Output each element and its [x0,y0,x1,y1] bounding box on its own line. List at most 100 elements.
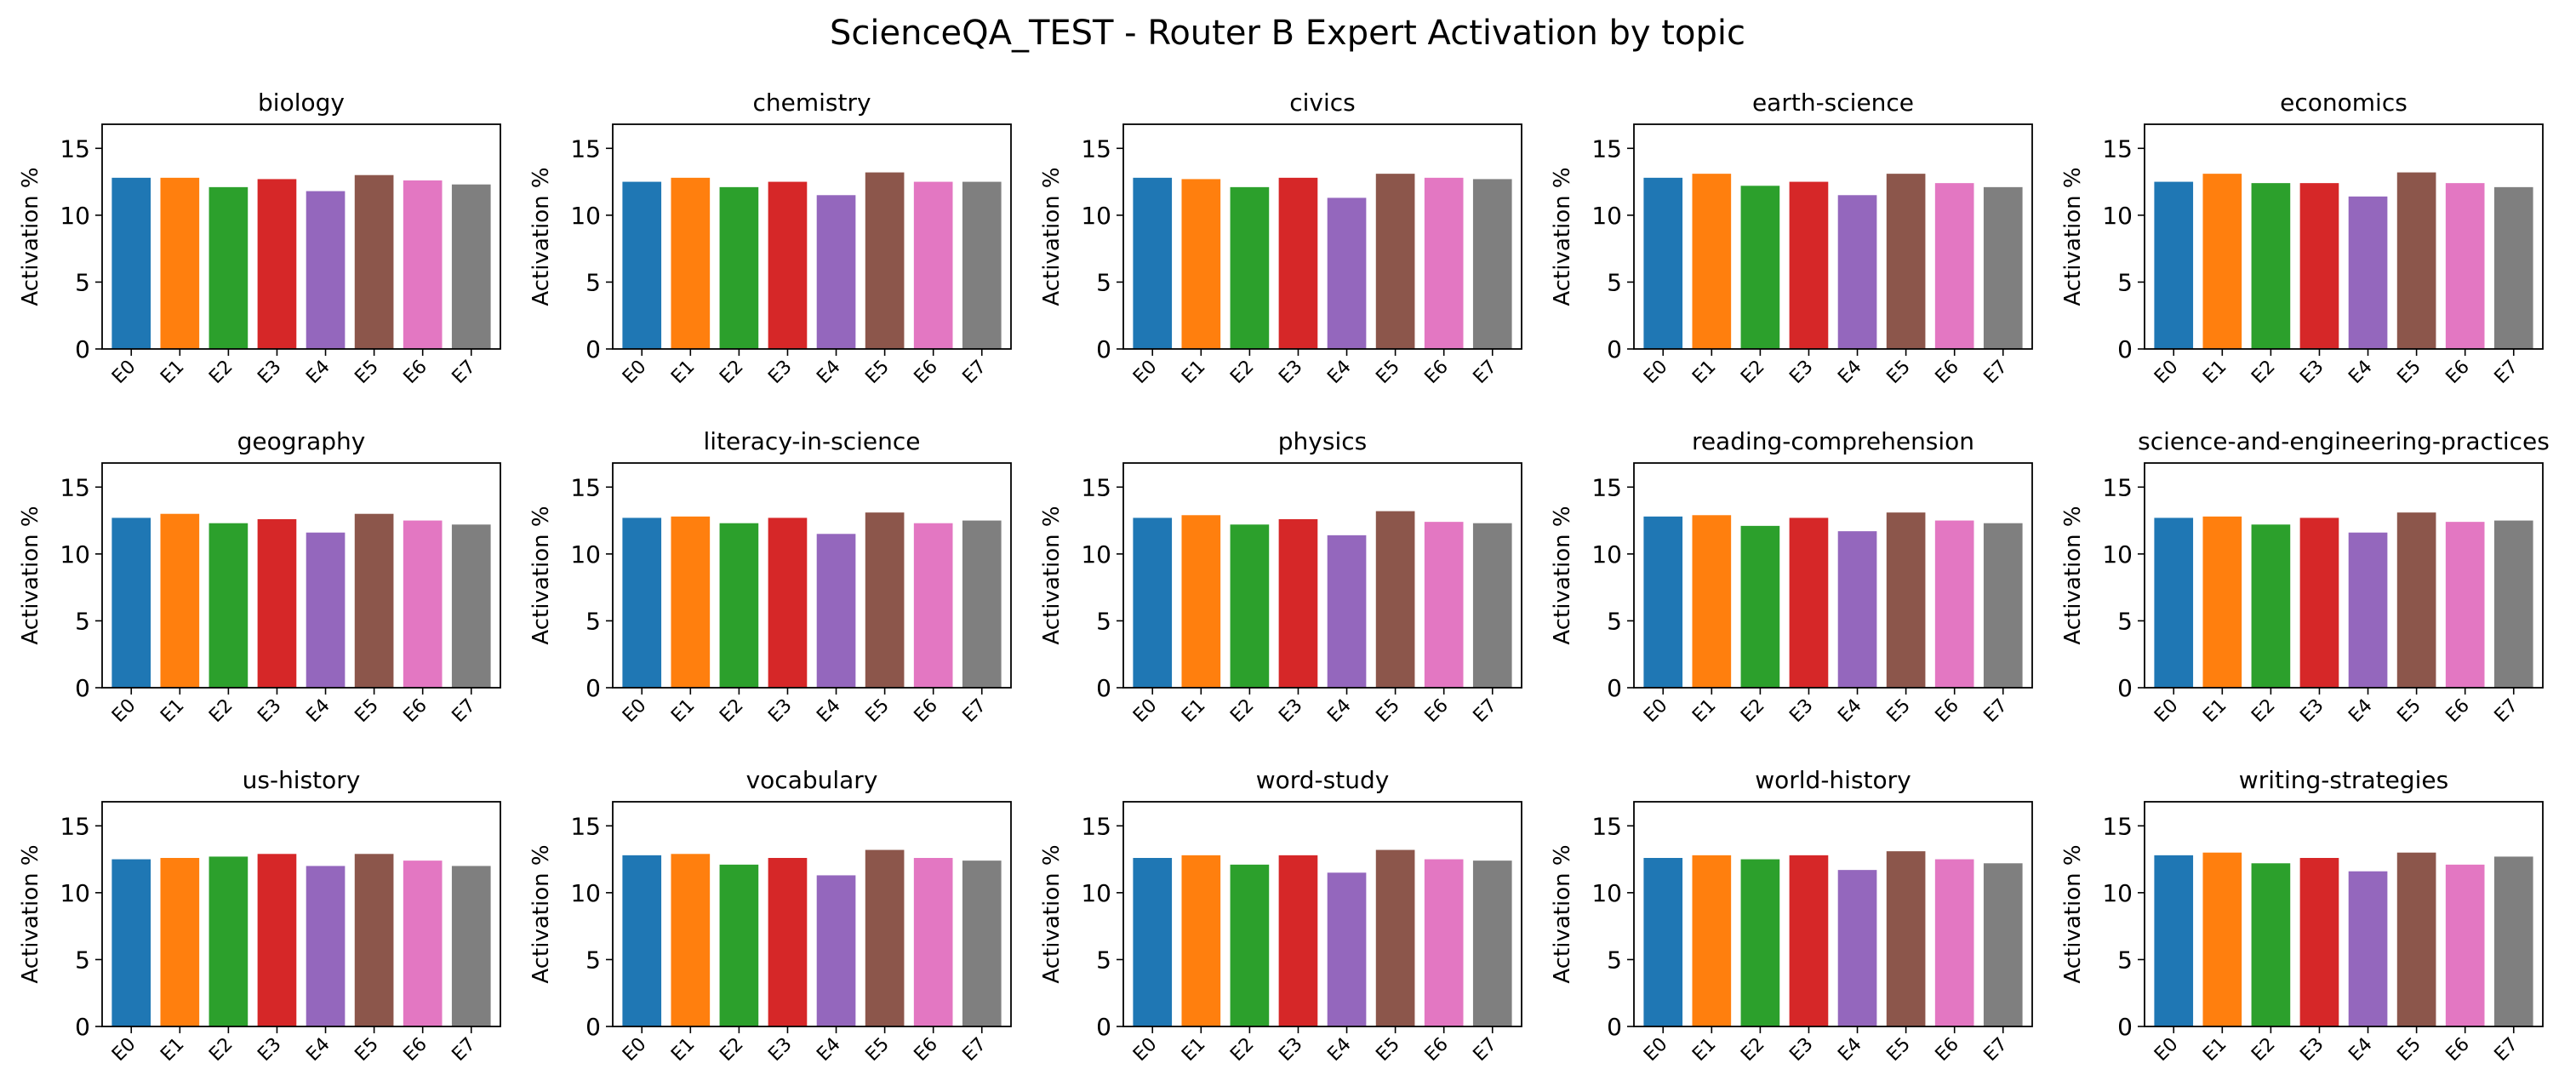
y-axis-label: Activation % [1550,167,1575,306]
bar-E3 [2299,517,2339,688]
subplot-title: literacy-in-science [704,427,921,455]
subplot-title: economics [2280,89,2408,117]
y-tick-label: 10 [1591,540,1622,569]
bar-E5 [1375,174,1415,349]
bar-E5 [2396,512,2436,688]
subplot-title: chemistry [752,89,871,117]
bar-E0 [1643,516,1683,688]
bar-E6 [1934,520,1974,688]
bar-E0 [111,517,151,688]
bar-E6 [913,181,953,349]
bar-E2 [1740,186,1780,349]
bar-E6 [913,523,953,688]
bar-E1 [1692,855,1732,1026]
bar-E4 [1327,872,1367,1026]
bar-E5 [1375,849,1415,1026]
bar-E3 [1278,519,1318,688]
axes-frame [2144,801,2544,1027]
bar-E7 [962,860,1002,1026]
bar-E2 [1740,859,1780,1026]
subplot-title: writing-strategies [2239,766,2448,794]
bar-E2 [719,523,759,688]
y-tick-label: 5 [585,268,601,296]
y-tick-label: 0 [1096,335,1111,363]
bar-E1 [2202,516,2242,688]
bar-E0 [111,177,151,349]
y-axis-label: Activation % [1550,844,1575,983]
bar-E4 [306,191,346,349]
bar-E6 [403,520,443,688]
bar-E1 [671,516,711,688]
bar-E0 [622,855,662,1026]
bar-E3 [768,858,808,1026]
y-axis-label: Activation % [18,167,43,306]
y-tick-label: 10 [1081,202,1111,230]
bar-E5 [1375,511,1415,688]
bar-E5 [1886,174,1926,349]
y-axis-label: Activation % [1039,167,1065,306]
bar-E4 [816,534,856,688]
figure-title: ScienceQA_TEST - Router B Expert Activat… [830,14,1745,53]
y-tick-label: 15 [570,134,601,163]
bar-E2 [1230,186,1270,349]
y-axis-label: Activation % [528,506,554,644]
bar-E3 [1789,181,1829,349]
bar-E6 [2445,522,2485,688]
bar-E5 [354,513,394,688]
bar-E7 [1983,186,2023,349]
y-tick-label: 0 [585,335,601,363]
bar-E1 [671,854,711,1026]
y-axis-label: Activation % [2060,844,2086,983]
bar-E4 [2348,196,2388,349]
bar-E3 [1278,177,1318,349]
subplot-title: word-study [1256,766,1390,794]
bar-E4 [1327,197,1367,349]
y-tick-label: 0 [1607,674,1622,702]
axes-frame [1633,123,2033,350]
y-tick-label: 15 [60,134,90,163]
bar-E7 [1472,179,1512,349]
subplot-title: reading-comprehension [1692,427,1974,455]
bar-E4 [1327,535,1367,688]
bar-E6 [403,180,443,349]
bar-E4 [2348,532,2388,688]
y-axis-label: Activation % [528,844,554,983]
bar-E0 [2154,181,2194,349]
subplot-title: world-history [1755,766,1911,794]
bar-E7 [962,181,1002,349]
bar-E0 [111,859,151,1026]
bar-E2 [1740,525,1780,688]
y-tick-label: 5 [75,268,90,296]
y-tick-label: 10 [2102,879,2133,907]
y-tick-label: 15 [570,812,601,840]
bar-E5 [354,174,394,349]
axes-frame [1633,462,2033,689]
y-tick-label: 5 [1096,268,1111,296]
bar-E3 [1789,517,1829,688]
y-tick-label: 15 [1081,812,1111,840]
y-tick-label: 15 [1591,812,1622,840]
y-tick-label: 10 [60,540,90,569]
axes-frame [101,801,501,1027]
subplot-title: biology [258,89,345,117]
axes-frame [101,123,501,350]
bar-E4 [2348,871,2388,1026]
axes-frame [1122,462,1522,689]
bar-E0 [1133,177,1173,349]
bar-E2 [208,523,248,688]
bar-E6 [1424,522,1464,688]
y-tick-label: 15 [1081,473,1111,501]
bar-E7 [2493,520,2533,688]
axes-frame [101,462,501,689]
bar-E3 [1278,855,1318,1026]
bar-E0 [2154,855,2194,1026]
bar-E0 [622,517,662,688]
bar-E1 [160,177,200,349]
bar-E6 [913,858,953,1026]
bar-E5 [865,849,905,1026]
y-tick-label: 0 [2117,1013,2133,1041]
bar-E0 [2154,517,2194,688]
bar-E2 [1230,524,1270,688]
